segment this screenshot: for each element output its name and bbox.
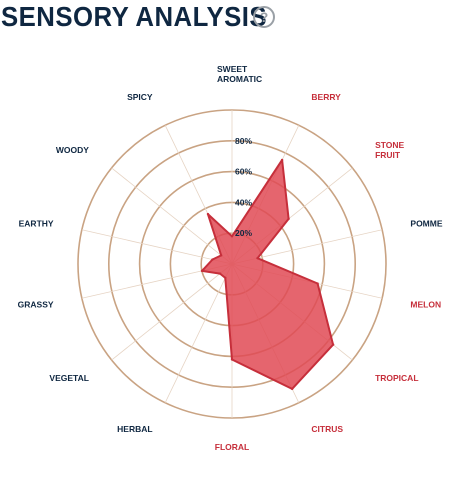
data-point-14 [206, 212, 210, 216]
category-label-herbal: HERBAL [117, 424, 152, 434]
data-point-8 [230, 358, 234, 361]
category-label-berry: BERRY [311, 92, 341, 102]
category-label-line: HERBAL [117, 424, 152, 434]
category-label-floral: FLORAL [215, 442, 249, 452]
data-point-5 [316, 282, 319, 285]
category-label-line: VEGETAL [49, 373, 89, 383]
category-label-line: FRUIT [375, 150, 401, 160]
data-point-9 [224, 276, 227, 280]
data-point-4 [256, 256, 259, 260]
category-label-sweet-aromatic: SWEET AROMATIC [217, 64, 262, 84]
spoke-12 [81, 229, 233, 265]
tick-label-20: 20% [235, 228, 252, 238]
tick-label-60: 60% [235, 167, 252, 177]
series-area [201, 158, 335, 390]
category-label-line: WOODY [56, 145, 89, 155]
header: SENSORY ANALYSIS [0, 0, 290, 34]
help-icon[interactable]: ? [253, 6, 275, 28]
data-point-7 [290, 387, 294, 391]
data-point-12 [211, 258, 214, 261]
tick-label-40: 40% [235, 197, 252, 207]
tick-label-80: 80% [235, 136, 252, 146]
data-point-3 [287, 217, 290, 221]
data-point-1 [230, 235, 234, 238]
category-label-woody: WOODY [56, 145, 89, 155]
spoke-9 [164, 263, 233, 403]
category-label-line: TROPICAL [375, 373, 418, 383]
data-point-2 [280, 158, 284, 162]
category-label-earthy: EARTHY [19, 218, 54, 228]
category-label-line: CITRUS [311, 424, 343, 434]
category-label-line: AROMATIC [217, 74, 262, 84]
category-label-line: GRASSY [18, 300, 54, 310]
spoke-13 [111, 167, 233, 265]
category-label-line: BERRY [311, 92, 341, 102]
category-label-line: FLORAL [215, 442, 249, 452]
category-label-line: MELON [410, 300, 441, 310]
category-label-line: POMME [410, 218, 442, 228]
category-label-line: EARTHY [19, 218, 54, 228]
category-label-grassy: GRASSY [18, 300, 54, 310]
spoke-10 [111, 263, 233, 361]
category-label-vegetal: VEGETAL [49, 373, 89, 383]
data-point-11 [200, 269, 204, 273]
category-label-pomme: POMME [410, 218, 442, 228]
page-title: SENSORY ANALYSIS [1, 1, 267, 32]
data-point-6 [331, 343, 335, 346]
category-label-citrus: CITRUS [311, 424, 343, 434]
category-label-line: SPICY [127, 92, 153, 102]
category-label-tropical: TROPICAL [375, 373, 418, 383]
category-label-melon: MELON [410, 300, 441, 310]
category-label-line: SWEET [217, 64, 248, 74]
category-label-spicy: SPICY [127, 92, 153, 102]
category-label-stone-fruit: STONE FRUIT [375, 140, 404, 160]
data-point-13 [219, 254, 223, 257]
category-label-line: STONE [375, 140, 404, 150]
data-point-10 [218, 272, 222, 275]
